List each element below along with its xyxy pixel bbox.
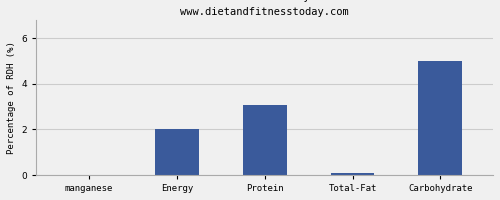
Bar: [155, 129, 199, 175]
Text: www.dietandfitnesstoday.com: www.dietandfitnesstoday.com: [180, 7, 349, 17]
Y-axis label: Percentage of RDH (%): Percentage of RDH (%): [7, 41, 16, 154]
Text: www.dietandfitnesstoday.com: www.dietandfitnesstoday.com: [166, 0, 334, 2]
Bar: [242, 105, 286, 175]
Bar: [418, 61, 463, 175]
Bar: [330, 173, 374, 175]
